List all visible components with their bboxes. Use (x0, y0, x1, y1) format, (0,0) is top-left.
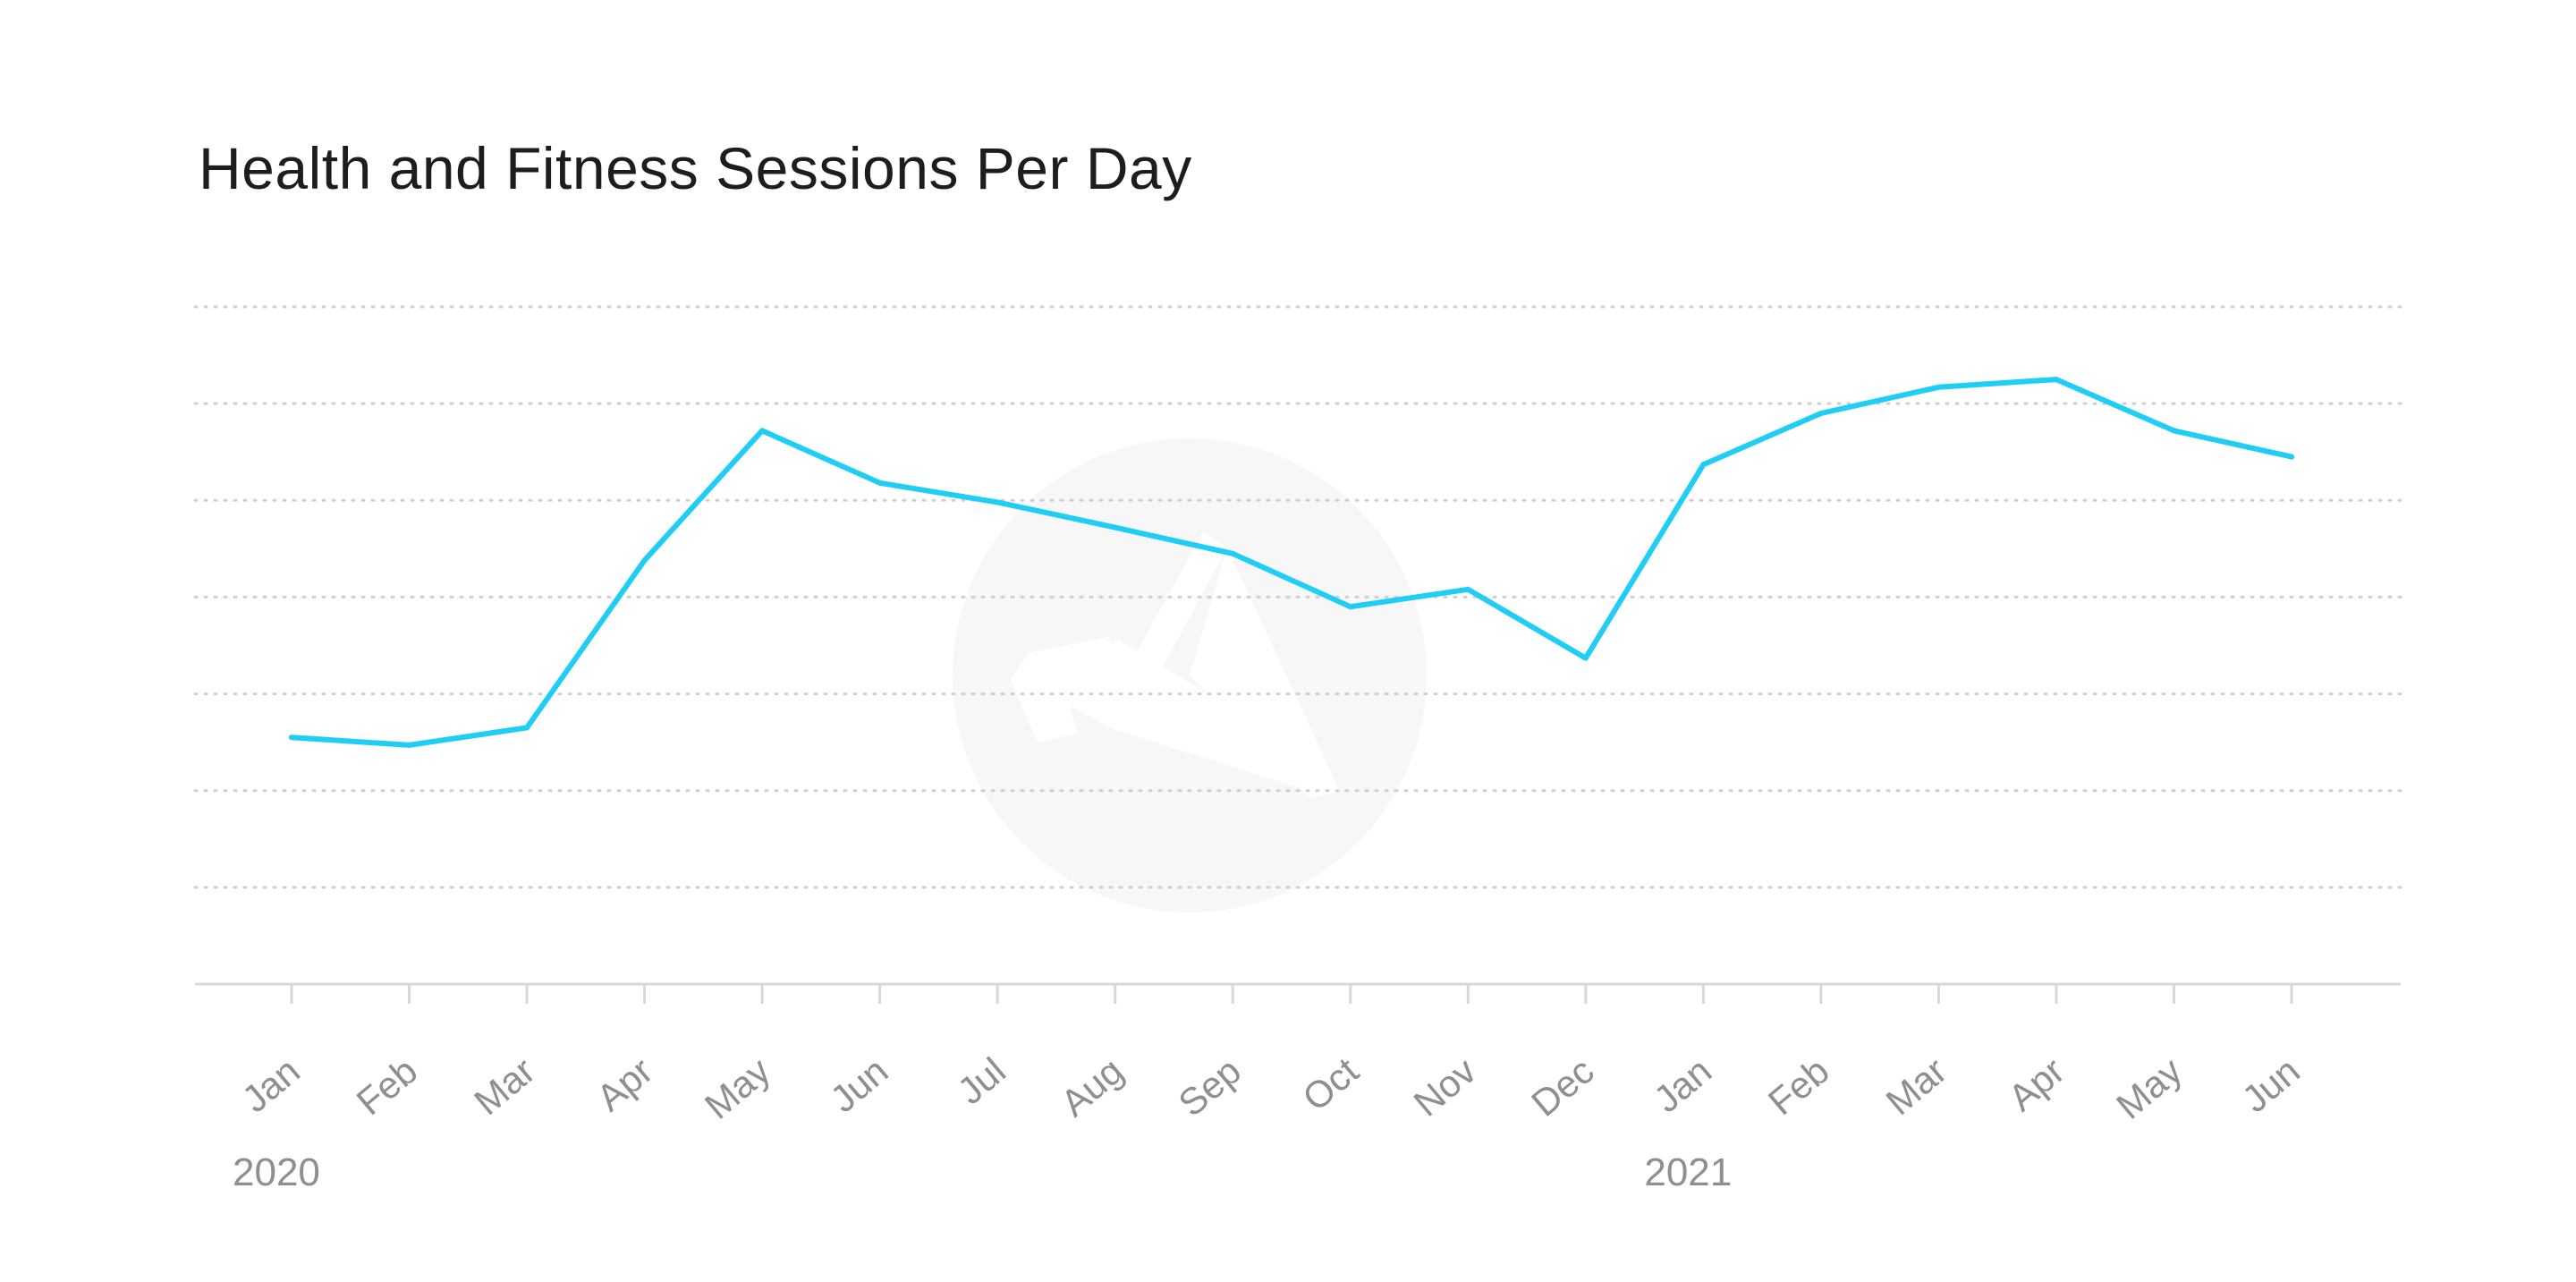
x-tick-label: Apr (2000, 1049, 2072, 1119)
data-point (759, 428, 766, 434)
data-point (2171, 428, 2177, 434)
data-point (1700, 462, 1707, 468)
x-tick-label: Jul (950, 1049, 1013, 1113)
data-point (641, 557, 648, 564)
x-tick-label: Mar (466, 1049, 543, 1124)
app-logo-icon (953, 438, 1427, 913)
data-point (1347, 604, 1353, 610)
x-axis-labels: Jan Feb Mar Apr May Jun Jul Aug Sep Oct Nov Dec Jan F… (234, 1049, 2308, 1127)
data-point (1582, 655, 1589, 661)
x-tick-label: Mar (1878, 1049, 1955, 1124)
x-tick-label: Feb (1760, 1049, 1837, 1124)
x-tick-label: May (697, 1049, 778, 1127)
data-point (1112, 524, 1118, 531)
data-point (1230, 550, 1236, 556)
data-point (2053, 377, 2059, 383)
x-tick-label: Jun (822, 1049, 895, 1121)
x-tick-label: Oct (1294, 1049, 1367, 1119)
series-line (289, 377, 2294, 748)
x-tick-label: Apr (589, 1049, 660, 1119)
data-point (1936, 384, 1942, 390)
year-label: 2020 (233, 1150, 320, 1194)
x-tick-label: Aug (1053, 1049, 1131, 1125)
x-axis-ticks (290, 984, 2293, 1004)
data-point (2289, 454, 2294, 460)
data-point (877, 480, 883, 486)
data-point (289, 734, 294, 741)
x-tick-label: Dec (1523, 1049, 1601, 1125)
data-point (406, 742, 412, 748)
x-tick-label: Jan (1646, 1049, 1719, 1121)
x-tick-label: Feb (349, 1049, 426, 1124)
data-point (995, 499, 1001, 505)
y-gridlines (193, 305, 2402, 889)
data-point (524, 725, 530, 731)
year-label: 2021 (1644, 1150, 1732, 1194)
x-tick-label: Nov (1406, 1049, 1484, 1125)
x-tick-label: Jun (2234, 1049, 2308, 1121)
year-labels: 2020 2021 (233, 1150, 1732, 1194)
chart-title: Health and Fitness Sessions Per Day (199, 135, 1192, 201)
x-tick-label: Jan (234, 1049, 308, 1121)
data-point (1818, 410, 1824, 416)
series-group (289, 377, 2294, 748)
x-tick-label: Sep (1171, 1049, 1249, 1125)
data-point (1465, 586, 1471, 592)
x-tick-label: May (2108, 1049, 2190, 1127)
